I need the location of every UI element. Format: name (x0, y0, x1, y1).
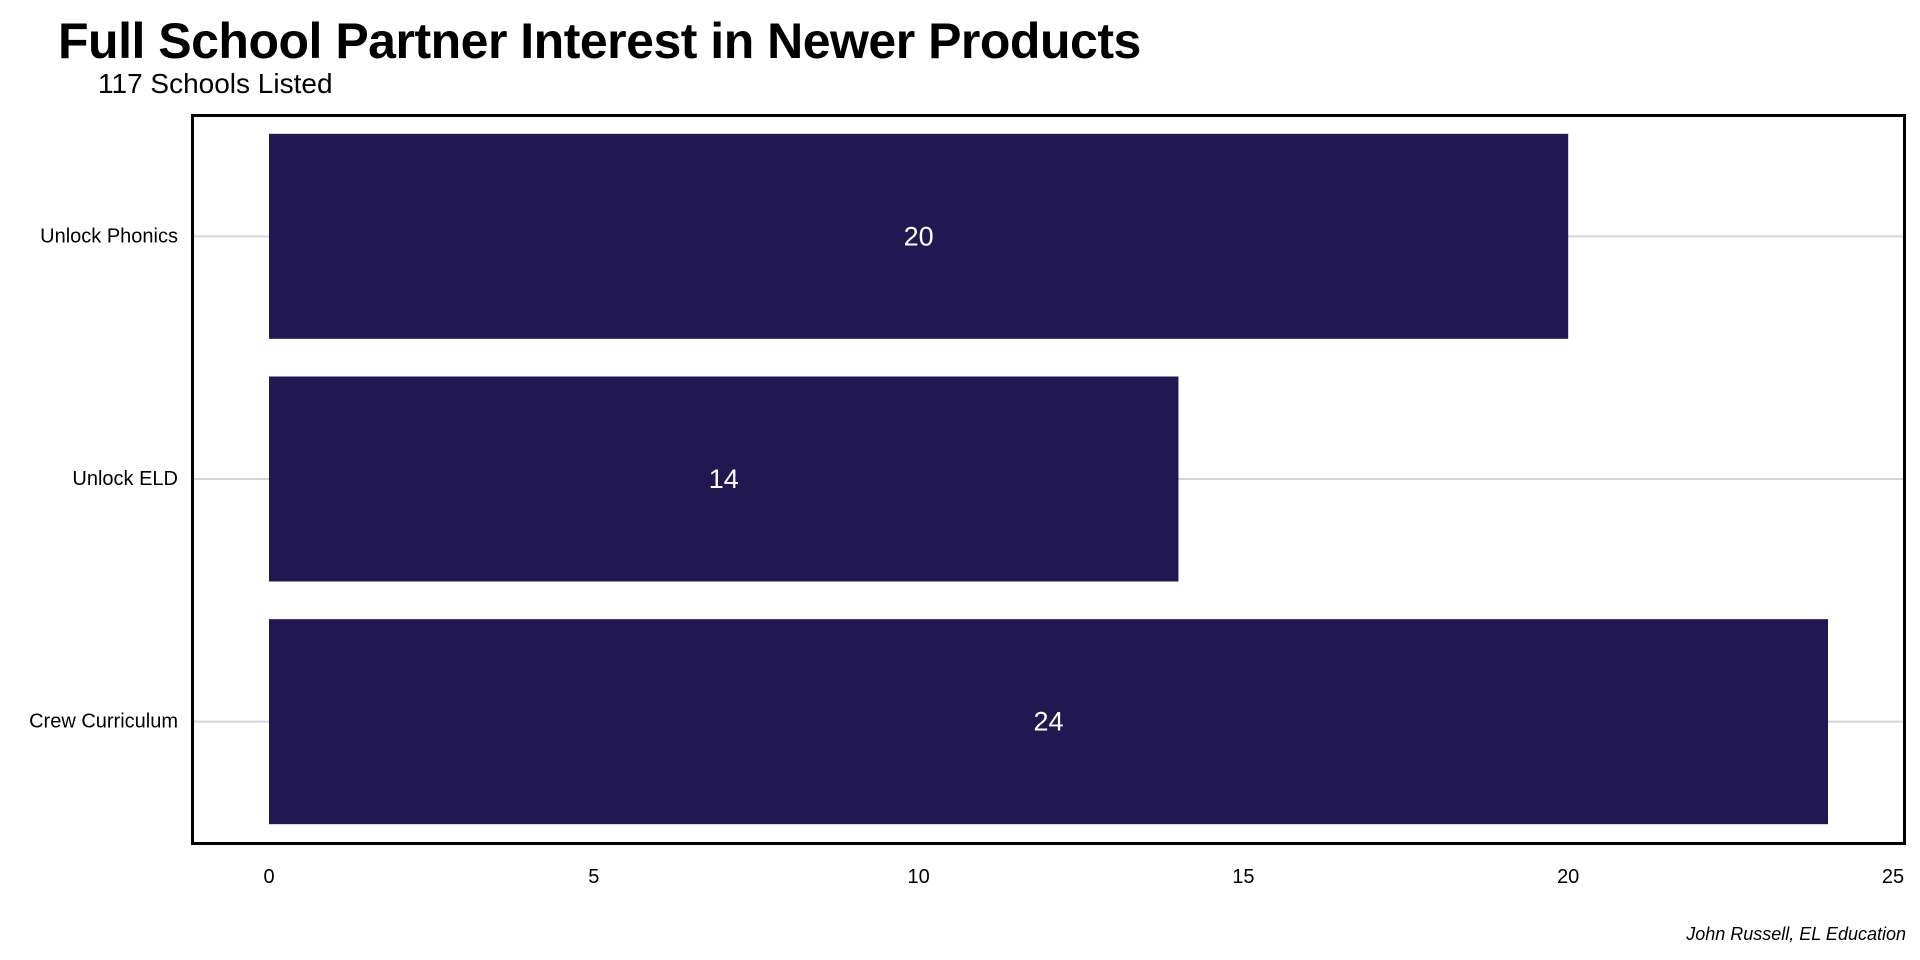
x-tick-label-5: 5 (588, 866, 599, 888)
y-tick-label-unlock-eld: Unlock ELD (72, 468, 178, 490)
x-tick-label-25: 25 (1882, 866, 1904, 888)
x-axis-tick-labels: 0 5 10 15 20 25 (263, 866, 1904, 888)
x-tick-label-10: 10 (907, 866, 929, 888)
y-tick-label-crew-curriculum: Crew Curriculum (29, 711, 178, 733)
bar-label-unlock-phonics: 20 (904, 221, 934, 251)
y-tick-label-unlock-phonics: Unlock Phonics (40, 225, 178, 247)
chart-caption: John Russell, EL Education (1686, 924, 1906, 944)
bar-label-crew-curriculum: 24 (1033, 707, 1063, 737)
x-tick-label-20: 20 (1557, 866, 1579, 888)
x-tick-label-15: 15 (1232, 866, 1254, 888)
bar-unlock-eld (269, 376, 1179, 582)
y-axis-tick-labels: Unlock Phonics Unlock ELD Crew Curriculum (29, 225, 178, 732)
bar-unlock-phonics (269, 133, 1569, 339)
chart-subtitle: 117 Schools Listed (98, 68, 333, 99)
bar-label-unlock-eld: 14 (709, 464, 739, 494)
bar-value-labels: 20 14 24 (709, 221, 1064, 736)
bars (269, 133, 1829, 825)
chart-title: Full School Partner Interest in Newer Pr… (58, 13, 1141, 69)
bar-crew-curriculum (269, 619, 1829, 825)
panel-border (191, 114, 1906, 845)
x-tick-label-0: 0 (263, 866, 274, 888)
